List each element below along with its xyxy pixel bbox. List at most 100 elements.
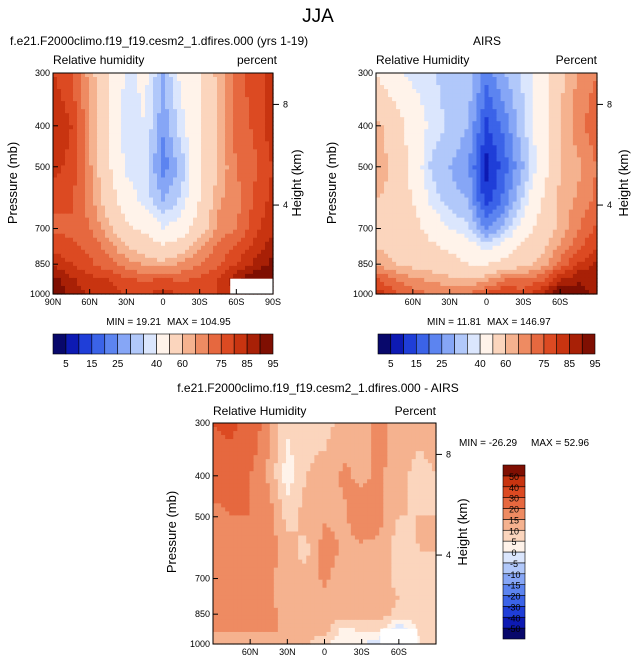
contour-cell — [193, 233, 198, 239]
contour-cell — [556, 93, 562, 98]
contour-cell — [61, 257, 66, 263]
contour-cell — [77, 273, 82, 279]
contour-cell — [440, 165, 445, 171]
contour-cell — [81, 89, 86, 94]
contour-cell — [500, 93, 506, 98]
y-tick-label: 300 — [35, 68, 50, 78]
contour-cell — [584, 117, 590, 122]
contour-cell — [61, 277, 66, 283]
contour-cell — [544, 193, 550, 199]
contour-cell — [221, 173, 226, 179]
contour-cell — [253, 137, 258, 142]
x-tick-label: 30N — [118, 297, 135, 307]
contour-cell — [137, 197, 142, 203]
contour-cell — [392, 185, 397, 191]
contour-cell — [496, 153, 502, 158]
contour-cell — [57, 129, 62, 134]
contour-cell — [500, 177, 506, 183]
contour-cell — [452, 113, 457, 118]
contour-cell — [225, 281, 230, 287]
contour-cell — [81, 129, 86, 134]
contour-cell — [448, 161, 453, 167]
contour-cell — [544, 129, 550, 134]
contour-cell — [428, 113, 433, 118]
contour-cell — [392, 177, 397, 183]
contour-cell — [520, 101, 526, 106]
contour-cell — [81, 97, 86, 102]
contour-cell — [121, 97, 126, 102]
contour-cell — [85, 273, 90, 279]
contour-cell — [169, 97, 174, 102]
contour-cell — [257, 161, 262, 167]
contour-cell — [97, 137, 102, 142]
contour-cell — [113, 269, 118, 275]
contour-cell — [77, 209, 82, 215]
contour-cell — [125, 121, 130, 126]
contour-cell — [484, 125, 490, 130]
contour-cell — [436, 117, 441, 122]
contour-cell — [153, 169, 158, 175]
contour-cell — [73, 101, 78, 106]
contour-cell — [265, 241, 270, 247]
contour-cell — [460, 193, 465, 199]
contour-cell — [233, 149, 238, 154]
contour-cell — [117, 217, 122, 223]
contour-cell — [588, 105, 594, 110]
contour-cell — [177, 237, 182, 243]
contour-cell — [432, 197, 437, 203]
contour-cell — [65, 241, 70, 247]
contour-cell — [161, 213, 166, 219]
contour-cell — [380, 149, 385, 154]
contour-cell — [69, 201, 74, 207]
contour-cell — [512, 97, 518, 102]
contour-cell — [97, 237, 102, 243]
contour-cell — [117, 285, 122, 291]
contour-cell — [221, 113, 226, 118]
contour-cell — [237, 265, 242, 271]
contour-cell — [189, 117, 194, 122]
contour-cell — [173, 81, 178, 86]
contour-cell — [269, 165, 274, 171]
contour-cell — [468, 105, 474, 110]
contour-cell — [145, 109, 150, 114]
contour-cell — [121, 197, 126, 203]
contour-cell — [193, 289, 198, 295]
contour-cell — [424, 161, 429, 167]
contour-cell — [432, 85, 437, 90]
contour-cell — [153, 81, 158, 86]
contour-cell — [229, 253, 234, 259]
contour-cell — [105, 149, 110, 154]
contour-cell — [229, 117, 234, 122]
contour-cell — [133, 249, 138, 255]
contour-cell — [81, 161, 86, 167]
contour-cell — [376, 109, 381, 114]
contour-cell — [576, 189, 582, 195]
contour-cell — [436, 181, 441, 187]
contour-cell — [121, 261, 126, 267]
contour-cell — [452, 77, 457, 82]
contour-cell — [177, 109, 182, 114]
contour-cell — [69, 89, 74, 94]
contour-cell — [149, 185, 154, 191]
contour-cell — [508, 157, 514, 162]
contour-cell — [257, 265, 262, 271]
contour-cell — [460, 205, 465, 211]
contour-cell — [209, 77, 214, 82]
contour-cell — [440, 205, 445, 211]
contour-cell — [444, 81, 449, 86]
contour-cell — [544, 181, 550, 187]
contour-cell — [189, 193, 194, 199]
contour-cell — [408, 81, 413, 86]
contour-cell — [233, 189, 238, 195]
contour-cell — [416, 149, 421, 154]
contour-cell — [77, 93, 82, 98]
contour-cell — [129, 181, 134, 187]
contour-cell — [113, 281, 118, 287]
contour-cell — [129, 137, 134, 142]
contour-cell — [408, 105, 413, 110]
contour-cell — [388, 85, 393, 90]
contour-cell — [209, 253, 214, 259]
contour-cell — [65, 245, 70, 251]
contour-cell — [564, 205, 570, 211]
contour-cell — [133, 109, 138, 114]
